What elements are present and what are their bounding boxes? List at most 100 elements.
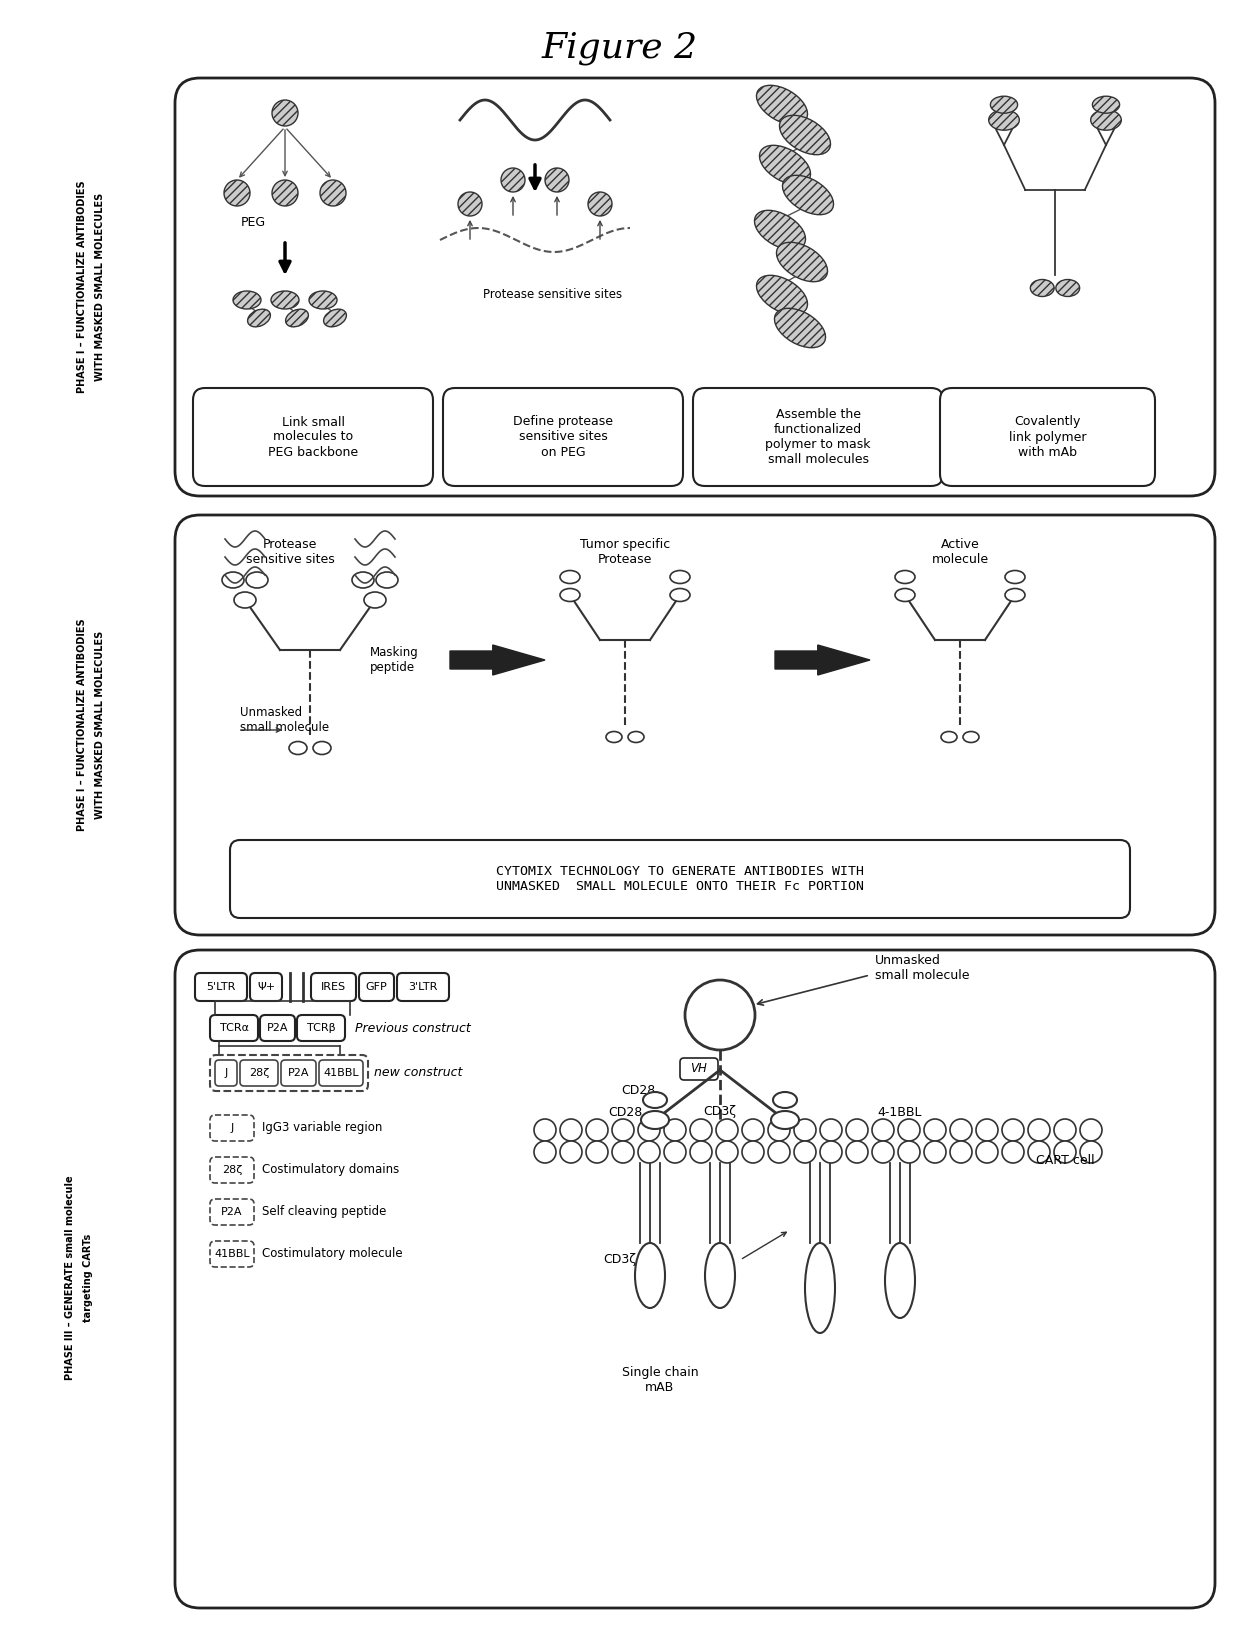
Text: WITH MASKED SMALL MOLECULES: WITH MASKED SMALL MOLECULES <box>95 631 105 820</box>
Ellipse shape <box>376 572 398 588</box>
Circle shape <box>768 1120 790 1141</box>
Circle shape <box>1054 1120 1076 1141</box>
Text: WITH MASKED SMALL MOLECULES: WITH MASKED SMALL MOLECULES <box>95 192 105 381</box>
Ellipse shape <box>233 292 260 310</box>
Ellipse shape <box>771 1112 799 1130</box>
Text: Previous construct: Previous construct <box>355 1022 471 1035</box>
Ellipse shape <box>991 96 1018 112</box>
Ellipse shape <box>606 732 622 743</box>
Text: Costimulatory molecule: Costimulatory molecule <box>262 1247 403 1260</box>
FancyBboxPatch shape <box>443 388 683 486</box>
Circle shape <box>534 1141 556 1162</box>
Text: Define protease
sensitive sites
on PEG: Define protease sensitive sites on PEG <box>513 416 613 458</box>
Ellipse shape <box>272 292 299 310</box>
Circle shape <box>872 1141 894 1162</box>
FancyBboxPatch shape <box>397 973 449 1001</box>
Circle shape <box>1028 1120 1050 1141</box>
Circle shape <box>587 1141 608 1162</box>
Text: 3'LTR: 3'LTR <box>408 981 438 993</box>
Ellipse shape <box>759 145 811 184</box>
Text: CD3ζ: CD3ζ <box>703 1105 737 1118</box>
Ellipse shape <box>285 310 309 328</box>
Ellipse shape <box>246 572 268 588</box>
FancyBboxPatch shape <box>281 1060 316 1086</box>
FancyBboxPatch shape <box>360 973 394 1001</box>
Ellipse shape <box>773 1092 797 1108</box>
Ellipse shape <box>756 85 807 126</box>
Ellipse shape <box>885 1244 915 1319</box>
Text: CD3ζ: CD3ζ <box>604 1253 636 1267</box>
FancyBboxPatch shape <box>175 78 1215 496</box>
Circle shape <box>898 1141 920 1162</box>
Circle shape <box>898 1120 920 1141</box>
Circle shape <box>924 1120 946 1141</box>
Ellipse shape <box>224 179 250 205</box>
Circle shape <box>846 1120 868 1141</box>
Ellipse shape <box>546 168 569 192</box>
Circle shape <box>820 1120 842 1141</box>
Circle shape <box>684 980 755 1050</box>
Text: PEG: PEG <box>241 215 265 228</box>
Circle shape <box>742 1141 764 1162</box>
FancyBboxPatch shape <box>680 1058 718 1081</box>
Circle shape <box>639 1141 660 1162</box>
Text: P2A: P2A <box>221 1206 243 1218</box>
Ellipse shape <box>775 308 826 347</box>
Text: Covalently
link polymer
with mAb: Covalently link polymer with mAb <box>1009 416 1086 458</box>
FancyBboxPatch shape <box>210 1015 258 1042</box>
Text: new construct: new construct <box>374 1066 463 1079</box>
FancyBboxPatch shape <box>940 388 1154 486</box>
Circle shape <box>689 1120 712 1141</box>
Circle shape <box>639 1120 660 1141</box>
FancyBboxPatch shape <box>260 1015 295 1042</box>
Text: Link small
molecules to
PEG backbone: Link small molecules to PEG backbone <box>268 416 358 458</box>
Ellipse shape <box>670 570 689 584</box>
Ellipse shape <box>560 588 580 601</box>
Circle shape <box>587 1120 608 1141</box>
Text: PHASE III – GENERATE small molecule: PHASE III – GENERATE small molecule <box>64 1175 74 1381</box>
Ellipse shape <box>222 572 244 588</box>
Text: P2A: P2A <box>288 1068 309 1077</box>
Text: Figure 2: Figure 2 <box>542 31 698 65</box>
Text: VH: VH <box>691 1063 708 1076</box>
Ellipse shape <box>782 176 833 215</box>
Text: P2A: P2A <box>267 1024 288 1033</box>
Text: Costimulatory domains: Costimulatory domains <box>262 1164 399 1177</box>
Text: Unmasked
small molecule: Unmasked small molecule <box>875 954 970 981</box>
Circle shape <box>663 1120 686 1141</box>
Ellipse shape <box>289 742 308 755</box>
Text: Protease sensitive sites: Protease sensitive sites <box>484 289 622 302</box>
Ellipse shape <box>754 210 806 249</box>
Ellipse shape <box>988 109 1019 130</box>
FancyBboxPatch shape <box>229 839 1130 918</box>
Text: 41BBL: 41BBL <box>215 1249 249 1258</box>
Text: Active
molecule: Active molecule <box>931 538 988 566</box>
Ellipse shape <box>1004 588 1025 601</box>
Ellipse shape <box>1004 570 1025 584</box>
Ellipse shape <box>776 243 827 282</box>
Ellipse shape <box>1055 279 1080 297</box>
Ellipse shape <box>1091 109 1121 130</box>
Text: J: J <box>224 1068 228 1077</box>
Text: GFP: GFP <box>366 981 387 993</box>
Polygon shape <box>775 645 870 675</box>
Text: Masking
peptide: Masking peptide <box>370 645 419 673</box>
Circle shape <box>794 1141 816 1162</box>
Ellipse shape <box>641 1112 670 1130</box>
Ellipse shape <box>560 570 580 584</box>
Ellipse shape <box>895 588 915 601</box>
Circle shape <box>924 1141 946 1162</box>
FancyBboxPatch shape <box>241 1060 278 1086</box>
Circle shape <box>1028 1141 1050 1162</box>
Circle shape <box>1054 1141 1076 1162</box>
FancyBboxPatch shape <box>319 1060 363 1086</box>
Circle shape <box>1002 1120 1024 1141</box>
FancyBboxPatch shape <box>298 1015 345 1042</box>
Text: Protease
sensitive sites: Protease sensitive sites <box>246 538 335 566</box>
Ellipse shape <box>706 1244 735 1307</box>
Text: 28ζ: 28ζ <box>249 1068 269 1077</box>
FancyBboxPatch shape <box>175 950 1215 1609</box>
Text: IgG3 variable region: IgG3 variable region <box>262 1121 382 1134</box>
Circle shape <box>715 1120 738 1141</box>
Circle shape <box>872 1120 894 1141</box>
